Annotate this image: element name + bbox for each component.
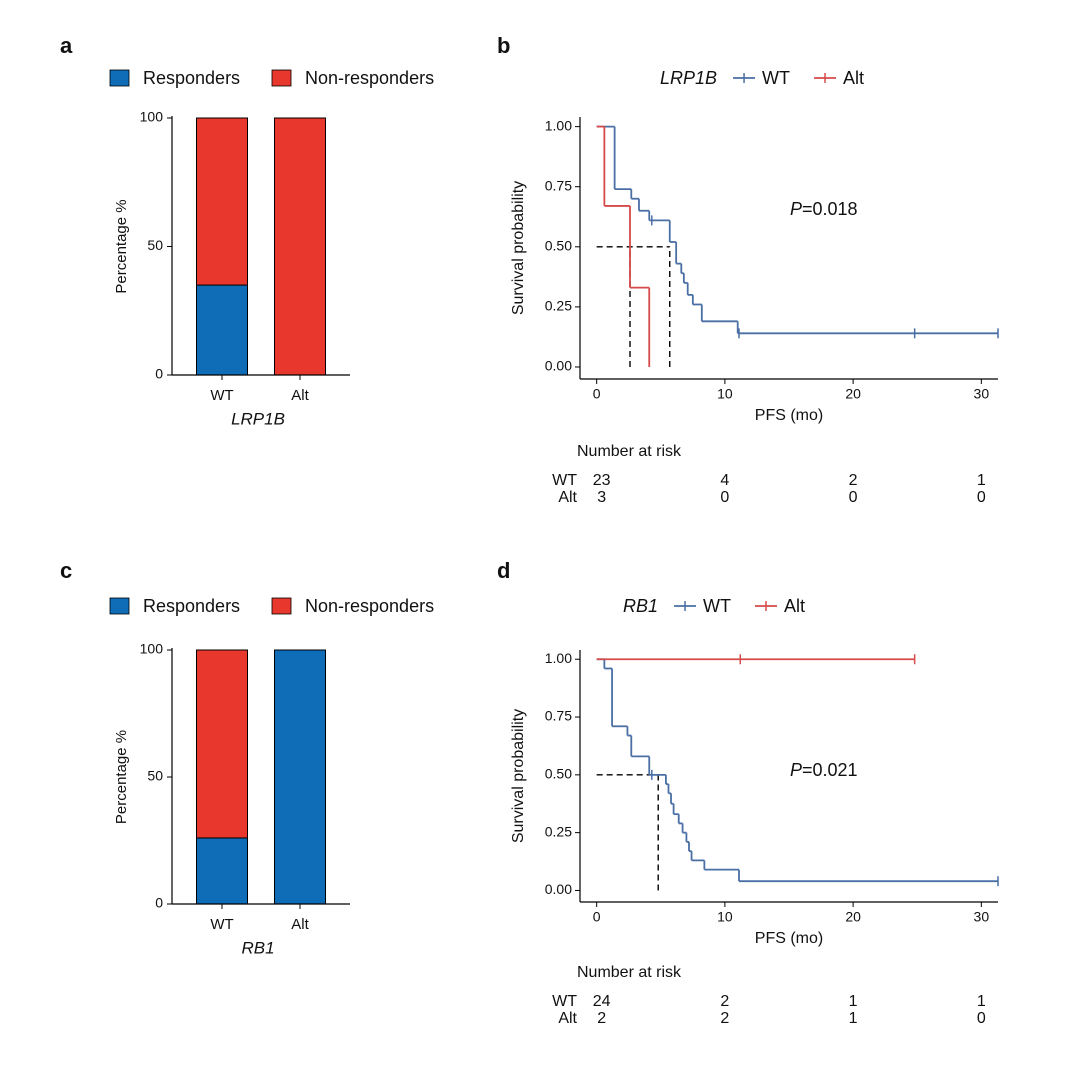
- p-number: =0.021: [802, 760, 858, 780]
- bar-segment: [196, 837, 248, 905]
- y-tick-label: 0.50: [545, 766, 572, 782]
- y-tick-label: 0: [155, 366, 163, 382]
- legend-swatch: [271, 597, 292, 615]
- bar-segment: [196, 649, 248, 839]
- x-tick-label: 30: [974, 909, 990, 925]
- y-axis-label: Survival probability: [510, 181, 527, 315]
- risk-count: 1: [849, 993, 858, 1010]
- risk-count: 0: [720, 489, 729, 506]
- risk-count: 0: [977, 1010, 986, 1027]
- risk-count: 3: [597, 489, 606, 506]
- y-tick-label: 1.00: [545, 650, 572, 666]
- x-tick-label: WT: [210, 387, 233, 404]
- panel-label: c: [60, 558, 72, 583]
- y-tick-label: 0.25: [545, 823, 572, 839]
- legend-swatch: [109, 597, 130, 615]
- y-tick-label: 0.75: [545, 708, 572, 724]
- x-tick-label: Alt: [291, 916, 309, 933]
- panel-label: b: [497, 33, 510, 58]
- x-tick-label: 0: [593, 909, 601, 925]
- panel-label: a: [60, 33, 73, 58]
- y-tick-label: 0.50: [545, 238, 572, 254]
- risk-row-label: WT: [552, 472, 577, 489]
- risk-title: Number at risk: [577, 443, 682, 460]
- risk-count: 4: [720, 472, 729, 489]
- y-tick-label: 0.00: [545, 881, 572, 897]
- y-axis-label: Percentage %: [113, 730, 130, 824]
- x-axis-label: PFS (mo): [755, 407, 823, 424]
- legend-label: Responders: [143, 68, 240, 88]
- bar-segment: [274, 117, 326, 376]
- risk-count: 1: [977, 993, 986, 1010]
- risk-count: 2: [720, 993, 729, 1010]
- y-axis-label: Percentage %: [113, 199, 130, 293]
- y-tick-label: 50: [147, 237, 163, 253]
- x-tick-label: 0: [593, 386, 601, 402]
- p-symbol: P: [790, 199, 802, 219]
- risk-count: 2: [720, 1010, 729, 1027]
- risk-count: 0: [977, 489, 986, 506]
- y-tick-label: 100: [140, 641, 164, 657]
- risk-count: 2: [849, 472, 858, 489]
- legend-title: RB1: [623, 596, 658, 616]
- y-tick-label: 1.00: [545, 117, 572, 133]
- risk-count: 0: [849, 489, 858, 506]
- x-tick-label: Alt: [291, 387, 309, 404]
- y-tick-label: 0.00: [545, 358, 572, 374]
- y-tick-label: 0.25: [545, 298, 572, 314]
- x-axis-label: RB1: [241, 938, 274, 957]
- x-tick-label: 10: [717, 386, 733, 402]
- risk-row-label: Alt: [558, 1010, 577, 1027]
- x-tick-label: 20: [845, 909, 861, 925]
- bar-segment: [196, 284, 248, 376]
- x-tick-label: 10: [717, 909, 733, 925]
- y-axis-label: Survival probability: [510, 709, 527, 843]
- x-tick-label: 20: [845, 386, 861, 402]
- y-tick-label: 100: [140, 109, 164, 125]
- legend-label: WT: [762, 68, 790, 88]
- risk-count: 1: [849, 1010, 858, 1027]
- legend-swatch: [271, 69, 292, 87]
- bar-segment: [196, 117, 248, 286]
- x-axis-label: PFS (mo): [755, 930, 823, 947]
- x-axis-label: LRP1B: [231, 409, 285, 428]
- y-tick-label: 0: [155, 895, 163, 911]
- risk-count: 23: [593, 472, 611, 489]
- risk-row-label: WT: [552, 993, 577, 1010]
- p-value: P=0.021: [790, 760, 858, 780]
- y-tick-label: 50: [147, 768, 163, 784]
- risk-count: 24: [593, 993, 611, 1010]
- legend-title: LRP1B: [660, 68, 717, 88]
- x-tick-label: 30: [974, 386, 990, 402]
- risk-count: 1: [977, 472, 986, 489]
- panel-label: d: [497, 558, 510, 583]
- p-number: =0.018: [802, 199, 858, 219]
- legend-label: Non-responders: [305, 68, 434, 88]
- p-symbol: P: [790, 760, 802, 780]
- y-tick-label: 0.75: [545, 177, 572, 193]
- legend-label: Non-responders: [305, 596, 434, 616]
- risk-row-label: Alt: [558, 489, 577, 506]
- legend-label: Alt: [784, 596, 805, 616]
- x-tick-label: WT: [210, 916, 233, 933]
- risk-title: Number at risk: [577, 964, 682, 981]
- p-value: P=0.018: [790, 199, 858, 219]
- legend-label: Alt: [843, 68, 864, 88]
- bar-segment: [274, 649, 326, 905]
- legend-swatch: [109, 69, 130, 87]
- legend-label: WT: [703, 596, 731, 616]
- risk-count: 2: [597, 1010, 606, 1027]
- legend-label: Responders: [143, 596, 240, 616]
